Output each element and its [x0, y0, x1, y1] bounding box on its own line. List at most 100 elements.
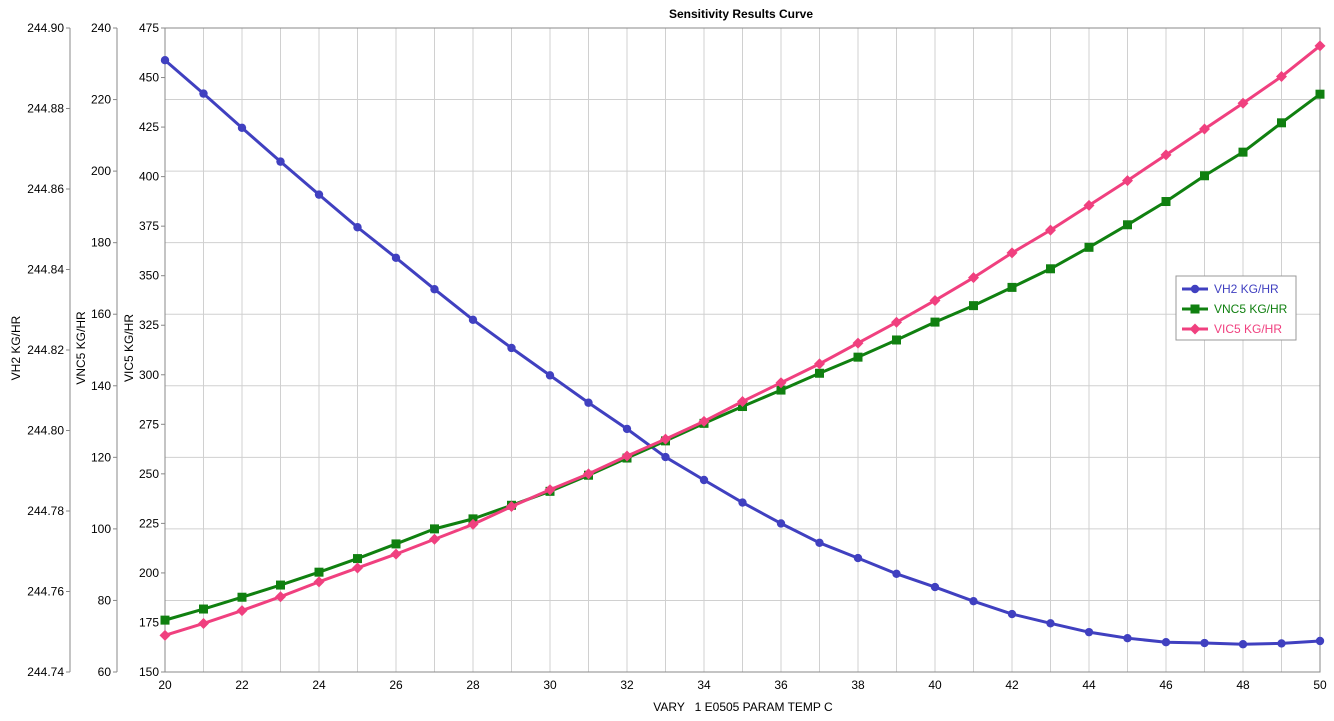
data-point	[1046, 264, 1055, 274]
data-point	[1238, 147, 1248, 157]
data-point	[661, 452, 670, 462]
y3-tick-label: 250	[139, 467, 159, 481]
data-point	[930, 317, 940, 327]
series-0	[160, 56, 1325, 649]
legend-label: VH2 KG/HR	[1214, 282, 1279, 296]
y3-tick-label: 325	[139, 318, 159, 332]
data-point	[353, 223, 362, 232]
data-point	[1200, 171, 1209, 181]
data-point	[160, 56, 170, 65]
y3-tick-label: 450	[139, 71, 159, 85]
data-point	[1238, 640, 1248, 649]
y3-tick-label: 300	[139, 368, 159, 382]
legend-marker	[1190, 284, 1200, 294]
data-point	[1123, 633, 1132, 643]
data-point	[929, 294, 941, 306]
y3-tick-label: 150	[139, 665, 159, 679]
y3-tick-label: 225	[139, 516, 159, 530]
data-point	[621, 450, 633, 462]
data-point	[1007, 609, 1017, 619]
data-point	[1046, 619, 1055, 628]
y3-tick-label: 375	[139, 219, 159, 233]
data-point	[969, 596, 978, 606]
data-point	[1160, 149, 1172, 161]
y3-tick-label: 475	[139, 21, 159, 35]
data-point	[738, 498, 747, 507]
data-point	[698, 415, 710, 427]
data-point	[815, 368, 824, 378]
data-point	[353, 554, 362, 564]
data-point	[1123, 220, 1132, 230]
data-point	[430, 285, 439, 294]
y1-tick-label: 244.90	[27, 21, 64, 35]
data-point	[776, 519, 786, 528]
data-point	[1122, 175, 1133, 187]
y2-tick-label: 180	[91, 236, 111, 250]
data-point	[199, 604, 208, 614]
x-tick-label: 20	[158, 678, 172, 692]
data-point	[969, 301, 978, 311]
data-point	[391, 253, 401, 263]
data-point	[852, 337, 864, 349]
data-point	[276, 157, 285, 166]
legend-marker	[1190, 304, 1200, 314]
data-point	[776, 385, 786, 395]
data-point	[237, 592, 247, 602]
data-point	[159, 629, 171, 641]
x-tick-label: 26	[389, 678, 403, 692]
data-point	[467, 518, 479, 530]
x-tick-label: 48	[1236, 678, 1250, 692]
data-point	[1161, 197, 1171, 207]
x-tick-label: 22	[235, 678, 249, 692]
y1-tick-label: 244.74	[27, 665, 64, 679]
data-point	[507, 343, 516, 353]
y3-tick-label: 400	[139, 170, 159, 184]
data-point	[430, 524, 439, 534]
data-point	[583, 468, 594, 480]
data-point	[429, 533, 440, 545]
legend-label: VNC5 KG/HR	[1214, 302, 1288, 316]
x-tick-label: 24	[312, 678, 326, 692]
data-point	[390, 548, 402, 560]
y2-tick-label: 80	[98, 593, 112, 607]
data-point	[853, 352, 863, 362]
legend-marker	[1189, 323, 1201, 335]
data-point	[1237, 97, 1249, 109]
x-tick-label: 30	[543, 678, 557, 692]
y3-tick-label: 275	[139, 417, 159, 431]
x-tick-label: 40	[928, 678, 942, 692]
data-point	[1084, 627, 1094, 637]
data-point	[199, 89, 208, 98]
y2-tick-label: 200	[91, 164, 111, 178]
data-point	[1006, 247, 1018, 259]
chart-title: Sensitivity Results Curve	[669, 7, 813, 21]
y2-tick-label: 120	[91, 450, 111, 464]
y1-tick-label: 244.84	[27, 263, 64, 277]
data-point	[775, 377, 787, 389]
data-point	[968, 272, 979, 284]
data-point	[815, 538, 824, 547]
y2-tick-label: 60	[98, 665, 112, 679]
x-tick-label: 42	[1005, 678, 1019, 692]
data-point	[314, 190, 324, 199]
y2-tick-label: 100	[91, 522, 111, 536]
data-point	[892, 335, 901, 345]
x-tick-label: 38	[851, 678, 865, 692]
x-tick-label: 32	[620, 678, 634, 692]
x-tick-label: 50	[1313, 678, 1327, 692]
data-point	[1315, 89, 1325, 99]
y2-tick-label: 140	[91, 379, 111, 393]
data-point	[622, 424, 632, 434]
data-point	[198, 617, 209, 629]
y3-tick-label: 175	[139, 615, 159, 629]
data-point	[1199, 123, 1210, 135]
y3-tick-label: 350	[139, 269, 159, 283]
data-point	[544, 484, 556, 496]
y1-tick-label: 244.88	[27, 102, 64, 116]
x-axis-label: VARY 1 E0505 PARAM TEMP C	[653, 700, 833, 714]
data-point	[930, 582, 940, 592]
x-tick-label: 46	[1159, 678, 1173, 692]
data-point	[1083, 199, 1095, 211]
data-point	[468, 514, 478, 524]
data-point	[660, 433, 671, 445]
